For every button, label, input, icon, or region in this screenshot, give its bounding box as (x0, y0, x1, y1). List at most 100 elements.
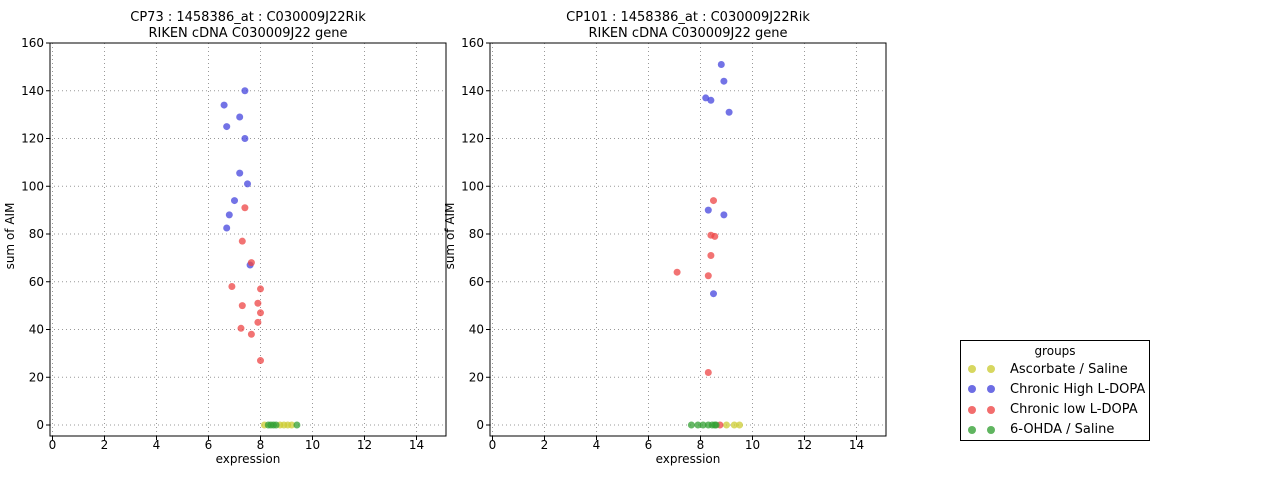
data-point (673, 268, 681, 276)
legend-entry: 6-OHDA / Saline (961, 420, 1149, 440)
data-point (228, 283, 236, 291)
data-point (712, 421, 720, 429)
x-tick-label: 6 (645, 438, 653, 452)
data-point (288, 421, 296, 429)
legend-marker-icon (968, 385, 976, 394)
data-point (236, 169, 244, 177)
data-point (254, 299, 262, 307)
data-point (223, 123, 231, 131)
legend: groups Ascorbate / Saline Chronic High L-… (960, 340, 1150, 441)
scatter-plot-cp73: CP73 : 1458386_at : C030009J22Rik RIKEN … (3, 10, 447, 466)
y-tick-label: 140 (461, 84, 484, 98)
data-point (710, 290, 717, 298)
y-tick-label: 80 (469, 227, 484, 241)
legend-marker-icon (987, 425, 995, 434)
legend-entry-label: 6-OHDA / Saline (1010, 422, 1115, 438)
x-tick-label: 14 (849, 438, 864, 452)
y-axis-label: sum of AIM (3, 203, 17, 270)
data-point (254, 318, 262, 326)
legend-entry: Chronic low L-DOPA (961, 400, 1149, 420)
legend-marker-icon (968, 425, 976, 434)
y-tick-label: 80 (29, 227, 44, 241)
y-tick-label: 100 (21, 179, 44, 193)
y-tick-label: 100 (461, 179, 484, 193)
x-tick-label: 4 (153, 438, 161, 452)
y-tick-label: 120 (461, 132, 484, 146)
legend-entry: Chronic High L-DOPA (961, 379, 1149, 399)
legend-marker-icon (968, 405, 976, 414)
legend-entry: Ascorbate / Saline (961, 359, 1149, 379)
x-axis-label: expression (216, 452, 281, 466)
legend-entry-label: Chronic low L-DOPA (1010, 402, 1138, 418)
chart-title-line2: RIKEN cDNA C030009J22 gene (588, 26, 787, 41)
data-point (231, 197, 238, 205)
data-point (238, 237, 246, 245)
x-tick-label: 6 (205, 438, 213, 452)
chart-title-line1: CP73 : 1458386_at : C030009J22Rik (130, 10, 366, 25)
data-point (704, 206, 712, 214)
data-point (704, 368, 712, 376)
x-tick-label: 14 (409, 438, 424, 452)
data-point (704, 272, 712, 280)
y-axis-label: sum of AIM (443, 203, 457, 270)
axes-frame (489, 42, 887, 437)
data-point (730, 421, 738, 429)
data-point (723, 421, 730, 429)
legend-title: groups (1034, 344, 1076, 358)
y-tick-label: 120 (21, 132, 44, 146)
data-point (707, 96, 715, 104)
y-tick-label: 0 (476, 418, 484, 432)
y-tick-label: 0 (36, 418, 44, 432)
x-tick-label: 4 (593, 438, 601, 452)
scatter-plot-cp101: CP101 : 1458386_at : C030009J22Rik RIKEN… (443, 10, 887, 466)
data-point (736, 421, 743, 429)
y-tick-label: 40 (469, 323, 484, 337)
data-point (237, 324, 245, 332)
legend-marker-icon (987, 365, 995, 374)
data-point (687, 421, 695, 429)
y-tick-label: 20 (29, 370, 44, 384)
legend-marker-icon (987, 385, 995, 394)
x-axis-label: expression (656, 452, 721, 466)
data-point (257, 285, 264, 293)
data-point (241, 135, 249, 142)
data-point (238, 302, 246, 310)
data-point (241, 204, 249, 212)
legend-entry-label: Ascorbate / Saline (1010, 361, 1128, 377)
x-tick-label: 0 (49, 438, 57, 452)
chart-title-line1: CP101 : 1458386_at : C030009J22Rik (566, 10, 810, 25)
chart-title-line2: RIKEN cDNA C030009J22 gene (148, 26, 347, 41)
y-tick-label: 60 (29, 275, 44, 289)
axes-frame (49, 42, 447, 437)
legend-marker-icon (968, 365, 976, 374)
x-tick-label: 2 (541, 438, 549, 452)
data-point (711, 232, 719, 240)
x-tick-label: 10 (745, 438, 760, 452)
x-tick-label: 2 (101, 438, 109, 452)
data-point (247, 259, 255, 267)
x-tick-label: 12 (797, 438, 812, 452)
data-point (257, 357, 264, 365)
y-tick-label: 160 (461, 36, 484, 50)
y-tick-label: 160 (21, 36, 44, 50)
data-point (257, 309, 264, 317)
data-point (702, 94, 710, 102)
y-tick-label: 140 (21, 84, 44, 98)
x-tick-label: 10 (305, 438, 320, 452)
data-point (244, 180, 251, 188)
data-point (247, 330, 255, 338)
data-point (223, 224, 231, 232)
data-point (293, 421, 301, 429)
data-point (717, 60, 725, 68)
data-point (225, 211, 233, 219)
data-point (694, 421, 702, 429)
y-tick-label: 60 (469, 275, 484, 289)
data-point (236, 113, 244, 121)
data-point (710, 197, 717, 205)
data-point (241, 87, 249, 95)
data-point (220, 101, 228, 109)
x-tick-label: 12 (357, 438, 372, 452)
